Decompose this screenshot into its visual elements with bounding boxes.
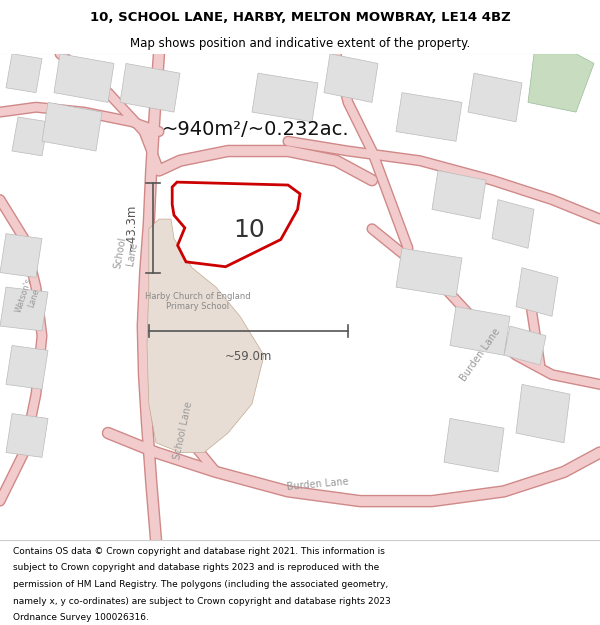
Text: Map shows position and indicative extent of the property.: Map shows position and indicative extent… [130,36,470,49]
Text: School Lane: School Lane [172,401,194,461]
Text: School
Lane: School Lane [113,236,139,271]
Text: ~43.3m: ~43.3m [125,204,138,251]
Text: Harby Church of England
Primary School: Harby Church of England Primary School [145,292,251,311]
Polygon shape [6,346,48,389]
Polygon shape [12,117,48,156]
Polygon shape [444,419,504,472]
Text: Burden Lane: Burden Lane [287,476,349,492]
Polygon shape [0,54,600,540]
Polygon shape [492,199,534,248]
Polygon shape [516,268,558,316]
Polygon shape [396,248,462,297]
Polygon shape [252,73,318,122]
Polygon shape [396,92,462,141]
Polygon shape [0,234,42,278]
Text: 10: 10 [233,217,265,242]
Text: Contains OS data © Crown copyright and database right 2021. This information is: Contains OS data © Crown copyright and d… [13,547,385,556]
Polygon shape [432,171,486,219]
Polygon shape [528,54,594,112]
Text: Ordnance Survey 100026316.: Ordnance Survey 100026316. [13,613,149,622]
Text: Burden Lane: Burden Lane [458,327,502,384]
Polygon shape [42,102,102,151]
Polygon shape [6,54,42,92]
Text: ~59.0m: ~59.0m [225,351,272,363]
Polygon shape [504,326,546,365]
Polygon shape [6,414,48,458]
Text: namely x, y co-ordinates) are subject to Crown copyright and database rights 202: namely x, y co-ordinates) are subject to… [13,596,391,606]
Polygon shape [172,182,300,267]
Polygon shape [468,73,522,122]
Text: permission of HM Land Registry. The polygons (including the associated geometry,: permission of HM Land Registry. The poly… [13,580,388,589]
Text: ~940m²/~0.232ac.: ~940m²/~0.232ac. [162,119,350,139]
Polygon shape [324,54,378,102]
Polygon shape [0,287,48,331]
Text: Watson's
Lane: Watson's Lane [14,277,44,317]
Polygon shape [450,307,510,355]
Polygon shape [120,64,180,112]
Text: 10, SCHOOL LANE, HARBY, MELTON MOWBRAY, LE14 4BZ: 10, SCHOOL LANE, HARBY, MELTON MOWBRAY, … [89,11,511,24]
Polygon shape [516,384,570,442]
Polygon shape [54,54,114,102]
Polygon shape [147,219,264,452]
Text: subject to Crown copyright and database rights 2023 and is reproduced with the: subject to Crown copyright and database … [13,563,379,572]
